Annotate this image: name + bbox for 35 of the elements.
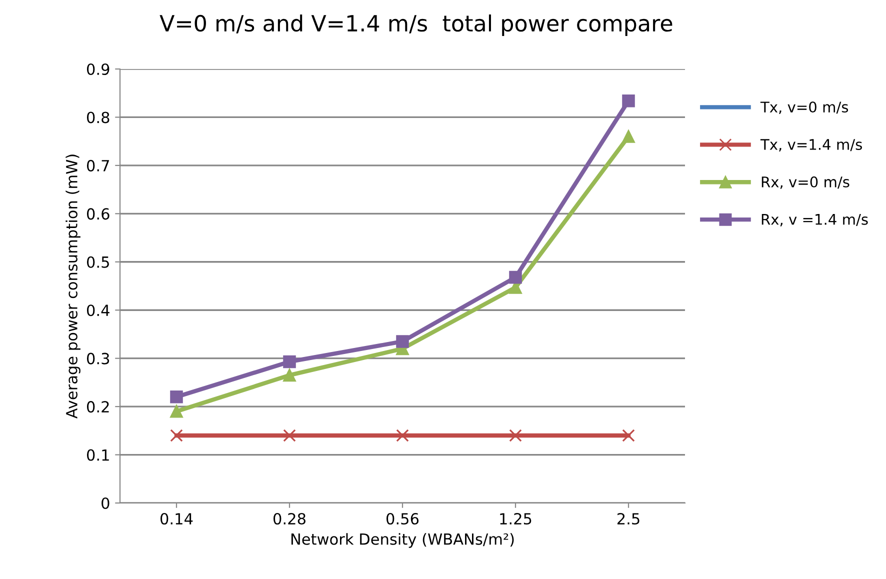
point <box>622 130 635 143</box>
point <box>170 429 183 442</box>
y-tick-label: 0.3 <box>86 352 110 364</box>
legend-label: Rx, v =1.4 m/s <box>762 214 868 226</box>
x-axis-title: Network Density (WBANs/m²) <box>291 533 514 548</box>
x-tick-label: 0.14 <box>160 512 193 525</box>
y-tick-label: 0.4 <box>86 304 110 316</box>
y-tick-label: 0.9 <box>86 63 110 76</box>
point <box>509 270 522 284</box>
chart-title: V=0 m/s and V=1.4 m/s total power compare <box>160 14 672 36</box>
y-tick-label: 0.7 <box>86 160 109 172</box>
point <box>283 368 296 382</box>
point <box>170 404 183 418</box>
y-tick-label: 0.1 <box>86 449 109 461</box>
point <box>622 94 635 108</box>
x-tick-label: 2.5 <box>617 512 640 525</box>
point <box>283 355 296 368</box>
y-tick-label: 0.8 <box>86 112 110 124</box>
point <box>283 429 296 442</box>
legend-label: Tx, v=0 m/s <box>760 102 848 114</box>
x-tick-label: 0.28 <box>274 512 306 525</box>
point <box>509 429 522 442</box>
y-tick-label: 0.2 <box>86 401 109 413</box>
y-tick-label: 0 <box>102 497 110 510</box>
y-tick-label: 0.6 <box>86 208 110 220</box>
point <box>396 335 409 348</box>
x-tick-label: 0.56 <box>386 512 419 525</box>
point <box>622 429 635 442</box>
point <box>396 429 409 442</box>
y-tick-label: 0.5 <box>86 256 109 268</box>
legend-label: Rx, v=0 m/s <box>762 176 850 189</box>
point <box>170 390 183 404</box>
legend-label: Tx, v=1.4 m/s <box>760 139 862 152</box>
y-axis-title: Average power consumption (mW) <box>66 154 80 419</box>
x-tick-label: 1.25 <box>500 512 532 525</box>
